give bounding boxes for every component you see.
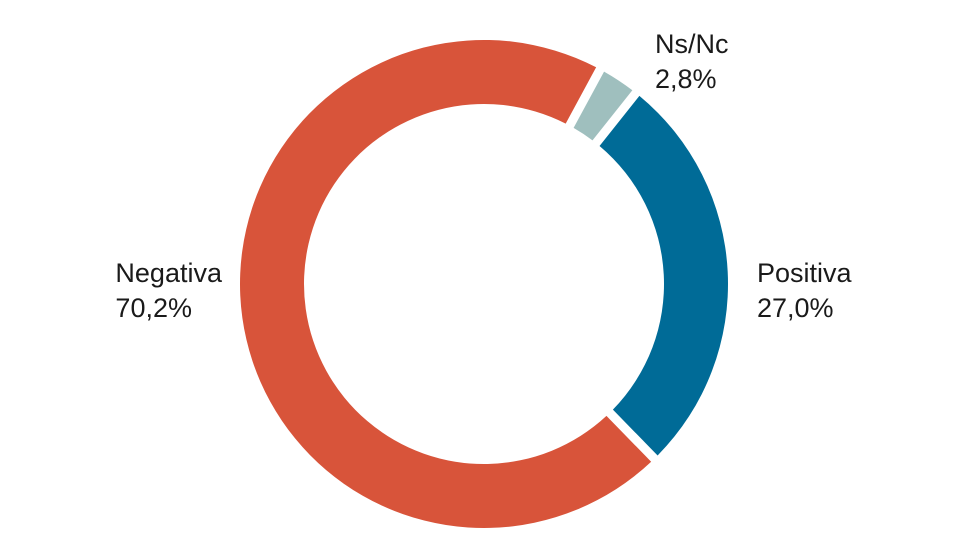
slice-label-positiva: Positiva 27,0% bbox=[757, 256, 852, 326]
slice-name-positiva: Positiva bbox=[757, 258, 852, 288]
slice-negativa bbox=[239, 39, 652, 529]
slice-value-positiva: 27,0% bbox=[757, 293, 834, 323]
slice-value-negativa: 70,2% bbox=[115, 293, 192, 323]
slice-name-nsnc: Ns/Nc bbox=[655, 29, 729, 59]
slice-name-negativa: Negativa bbox=[115, 258, 222, 288]
slice-nsnc bbox=[573, 71, 633, 141]
slice-label-negativa: Negativa 70,2% bbox=[115, 256, 222, 326]
slice-value-nsnc: 2,8% bbox=[655, 64, 717, 94]
slice-positiva bbox=[599, 95, 728, 456]
slice-label-nsnc: Ns/Nc 2,8% bbox=[655, 27, 729, 97]
donut-slices bbox=[239, 39, 728, 529]
